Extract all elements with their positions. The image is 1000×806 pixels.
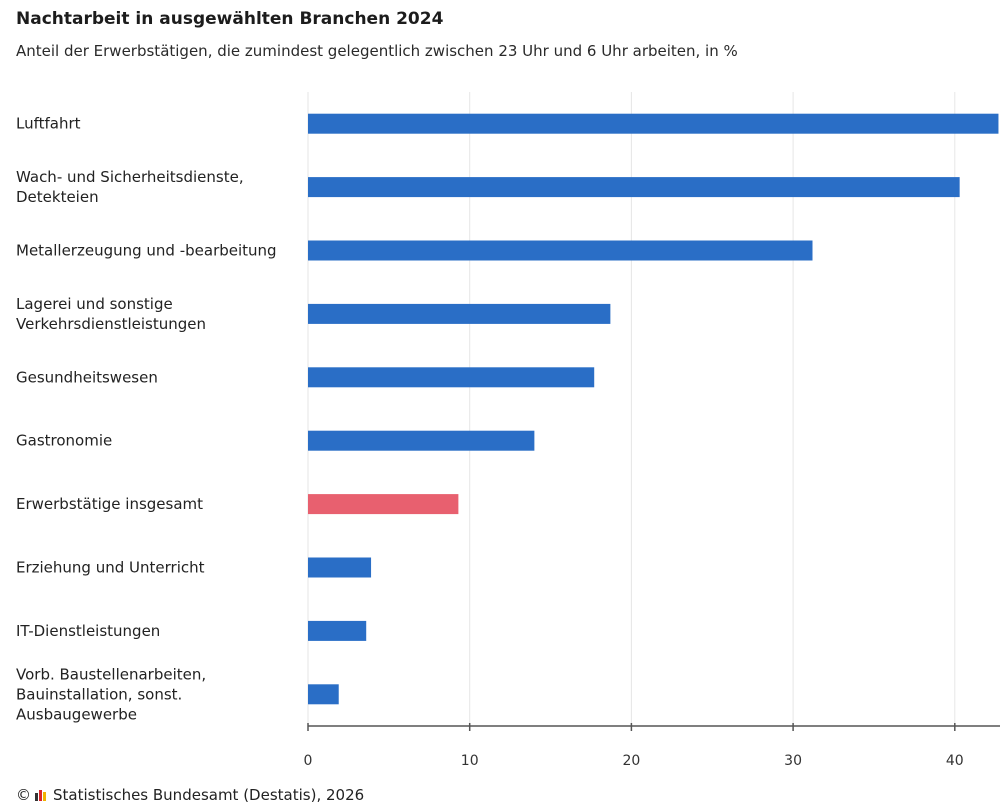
category-label: IT-Dienstleistungen <box>16 622 160 640</box>
x-tick-label: 30 <box>784 753 802 769</box>
category-label: Wach- und Sicherheitsdienste, Detekteien <box>16 168 244 206</box>
x-tick-label: 0 <box>304 753 313 769</box>
category-label: Lagerei und sonstige Verkehrsdienstleistu… <box>16 295 206 333</box>
category-label: Gastronomie <box>16 432 112 450</box>
category-label: Erziehung und Unterricht <box>16 559 205 577</box>
copyright-icon: © <box>16 786 31 804</box>
category-label: Metallerzeugung und -bearbeitung <box>16 242 277 260</box>
bar <box>308 177 960 198</box>
bar <box>308 113 999 134</box>
category-label: Vorb. Baustellenarbeiten, Bauinstallation… <box>16 665 206 723</box>
bar <box>308 494 459 515</box>
category-label: Erwerbstätige insgesamt <box>16 495 203 513</box>
destatis-logo-icon <box>35 789 46 801</box>
category-label: Gesundheitswesen <box>16 368 158 386</box>
category-label: Luftfahrt <box>16 115 81 133</box>
chart-subtitle: Anteil der Erwerbstätigen, die zumindest… <box>16 42 738 60</box>
x-tick-label: 10 <box>461 753 479 769</box>
bar <box>308 303 611 324</box>
bar <box>308 684 339 705</box>
bar <box>308 367 595 388</box>
x-tick-label: 20 <box>622 753 640 769</box>
x-tick-label: 40 <box>946 753 964 769</box>
source-line: © Statistisches Bundesamt (Destatis), 20… <box>16 786 364 804</box>
bar <box>308 240 813 261</box>
bar <box>308 620 367 641</box>
source-text: Statistisches Bundesamt (Destatis), 2026 <box>53 786 365 804</box>
chart-title: Nachtarbeit in ausgewählten Branchen 202… <box>16 9 444 29</box>
bar <box>308 430 535 451</box>
bar <box>308 557 372 578</box>
